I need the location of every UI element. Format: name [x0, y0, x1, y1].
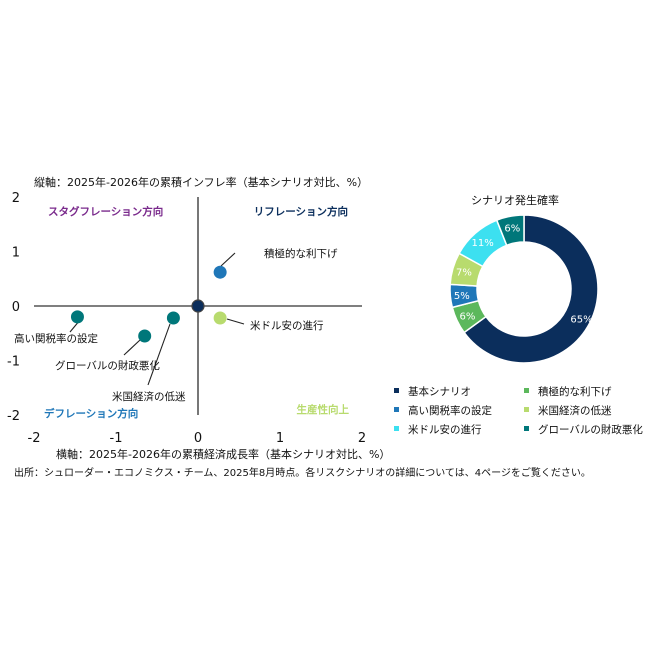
donut-slice-label: 65%: [570, 314, 592, 325]
legend-swatch: [524, 426, 529, 431]
scatter-point: [138, 329, 152, 343]
annotation-leader: [123, 339, 141, 356]
legend-label: 米国経済の低迷: [538, 405, 612, 417]
legend-item: 米ドル安の進行: [394, 422, 482, 437]
quadrant-label: リフレーション方向: [254, 205, 348, 218]
y-tick-label: -2: [7, 409, 20, 424]
quadrant-label: デフレーション方向: [44, 407, 138, 420]
legend-swatch: [524, 388, 529, 393]
legend-item: 高い関税率の設定: [394, 403, 492, 418]
donut-slice-label: 6%: [504, 224, 520, 235]
legend-swatch: [394, 426, 399, 431]
legend-swatch: [524, 407, 529, 412]
legend-label: 積極的な利下げ: [538, 386, 612, 398]
legend-item: 基本シナリオ: [394, 384, 471, 399]
legend-label: グローバルの財政悪化: [538, 424, 643, 436]
legend-label: 米ドル安の進行: [408, 424, 482, 436]
donut-slice: [495, 214, 525, 247]
legend-item: 積極的な利下げ: [524, 384, 612, 399]
point-label: 米ドル安の進行: [250, 319, 324, 332]
point-label: 積極的な利下げ: [264, 247, 338, 260]
x-axis-title: 横軸：2025年-2026年の累積経済成長率（基本シナリオ対比、%）: [56, 448, 391, 461]
scatter-point: [166, 311, 180, 325]
annotation-leader: [220, 252, 236, 267]
x-tick-label: 0: [194, 431, 202, 446]
point-label: 高い関税率の設定: [14, 332, 98, 345]
donut-title: シナリオ発生確率: [471, 194, 559, 207]
scatter-point: [70, 310, 84, 324]
donut-slice-label: 6%: [460, 312, 476, 323]
annotation-leader: [226, 318, 245, 325]
source-note: 出所：シュローダー・エコノミクス・チーム、2025年8月時点。各リスクシナリオの…: [14, 468, 591, 479]
y-tick-label: 1: [12, 246, 20, 261]
scatter-point: [191, 299, 205, 313]
x-tick-label: -2: [28, 431, 41, 446]
annotation-leader: [147, 323, 171, 386]
point-label: グローバルの財政悪化: [55, 359, 160, 372]
x-tick-label: 1: [276, 431, 284, 446]
y-tick-label: 0: [12, 300, 20, 315]
y-tick-label: -1: [7, 355, 20, 370]
donut-slice-label: 5%: [454, 291, 470, 302]
donut-slice-label: 11%: [472, 238, 494, 249]
legend-swatch: [394, 407, 399, 412]
x-tick-label: 2: [358, 431, 366, 446]
legend-label: 高い関税率の設定: [408, 405, 492, 417]
y-axis-title: 縦軸：2025年-2026年の累積インフレ率（基本シナリオ対比、%）: [34, 176, 369, 189]
scatter-point: [213, 265, 227, 279]
legend-label: 基本シナリオ: [408, 386, 471, 398]
legend-swatch: [394, 388, 399, 393]
legend-item: 米国経済の低迷: [524, 403, 612, 418]
donut-slice-label: 7%: [456, 268, 472, 279]
y-tick-label: 2: [12, 191, 20, 206]
donut-slice: [463, 214, 599, 364]
quadrant-label: 生産性向上: [297, 403, 350, 416]
quadrant-label: スタグフレーション方向: [48, 205, 163, 218]
point-label: 米国経済の低迷: [112, 390, 186, 403]
x-tick-label: -1: [110, 431, 123, 446]
legend-item: グローバルの財政悪化: [524, 422, 643, 437]
scatter-point: [213, 311, 227, 325]
